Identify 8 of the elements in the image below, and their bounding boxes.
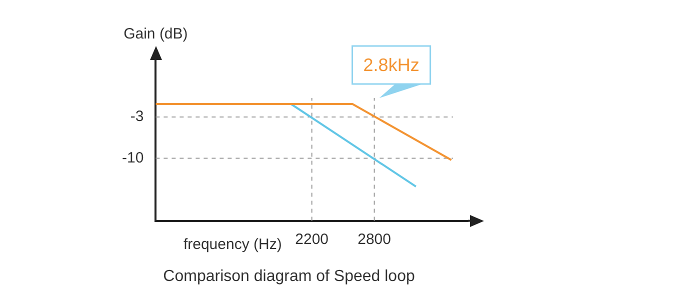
- y-axis-title: Gain (dB): [124, 26, 188, 43]
- x-tick-label: 2800: [358, 230, 391, 248]
- annotation: 2.8kHz: [363, 54, 420, 75]
- x-axis-title: frequency (Hz): [183, 236, 282, 253]
- y-tick-label: -3: [130, 108, 144, 126]
- text: Comparison diagram of Speed loop: [163, 268, 415, 285]
- y-tick-label: -10: [122, 149, 144, 166]
- x-tick-label: 2200: [295, 230, 329, 248]
